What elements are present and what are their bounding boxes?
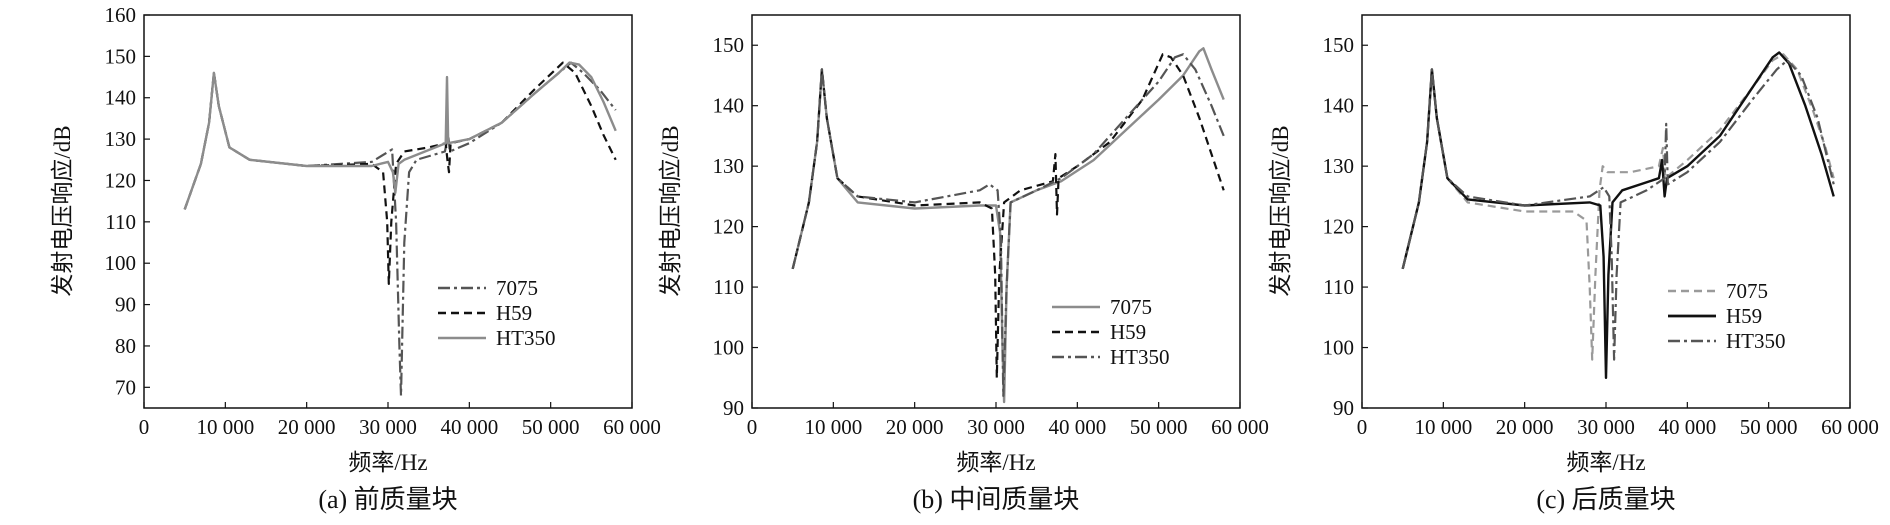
- panel-caption: (a) 前质量块: [318, 485, 457, 514]
- legend-label-ht350: HT350: [1110, 345, 1170, 369]
- y-tick-label: 90: [723, 396, 744, 420]
- legend-label-7075: 7075: [496, 276, 538, 300]
- x-tick-label: 40 000: [1658, 415, 1716, 439]
- x-tick-label: 50 000: [1740, 415, 1798, 439]
- y-tick-label: 130: [105, 127, 137, 151]
- series-line-ht350: [1401, 59, 1835, 361]
- y-tick-label: 90: [115, 293, 136, 317]
- series-line-h59: [183, 61, 617, 285]
- x-tick-label: 30 000: [967, 415, 1025, 439]
- y-tick-label: 100: [105, 251, 137, 275]
- series-line-ht350: [183, 61, 617, 210]
- y-tick-label: 140: [1323, 94, 1355, 118]
- x-tick-label: 60 000: [1211, 415, 1269, 439]
- ticks-b: 0 10 000 20 000 30 000 40 000 50 000 60 000 90 1…: [713, 33, 1269, 439]
- panel-a: 0 10 000 20 000 30 000 40 000 50 000 60 000 70 8…: [50, 3, 661, 514]
- legend-label-ht350: HT350: [1726, 329, 1786, 353]
- legend-label-7075: 7075: [1726, 279, 1768, 303]
- x-tick-label: 30 000: [359, 415, 417, 439]
- y-tick-label: 140: [713, 94, 745, 118]
- y-tick-label: 100: [713, 336, 745, 360]
- y-tick-label: 70: [115, 375, 136, 399]
- y-axis-label: 发射电压响应/dB: [50, 125, 75, 296]
- y-tick-label: 160: [105, 3, 137, 27]
- y-tick-label: 150: [1323, 33, 1355, 57]
- legend: 7075 H59 HT350: [438, 276, 556, 350]
- ticks-c: 0 10 000 20 000 30 000 40 000 50 000 60 000 90 1…: [1323, 33, 1879, 439]
- x-tick-label: 0: [747, 415, 758, 439]
- panel-caption: (c) 后质量块: [1536, 485, 1675, 514]
- y-tick-label: 120: [105, 168, 137, 192]
- lines-c: [1401, 51, 1835, 379]
- x-tick-label: 20 000: [278, 415, 336, 439]
- x-tick-label: 40 000: [440, 415, 498, 439]
- x-tick-label: 20 000: [1496, 415, 1554, 439]
- legend-label-h59: H59: [1110, 320, 1146, 344]
- legend-label-ht350: HT350: [496, 326, 556, 350]
- x-tick-label: 50 000: [1130, 415, 1188, 439]
- panel-c: 0 10 000 20 000 30 000 40 000 50 000 60 000 90 1…: [1268, 14, 1879, 514]
- x-tick-label: 0: [1357, 415, 1368, 439]
- ticks-a: 0 10 000 20 000 30 000 40 000 50 000 60 000 70 8…: [105, 3, 661, 439]
- y-axis-label: 发射电压响应/dB: [658, 125, 683, 296]
- legend: 7075 H59 HT350: [1052, 295, 1170, 369]
- panel-caption: (b) 中间质量块: [913, 485, 1080, 514]
- series-line-ht350: [791, 53, 1225, 397]
- x-axis-label: 频率/Hz: [348, 450, 427, 475]
- x-tick-label: 10 000: [804, 415, 862, 439]
- y-tick-label: 110: [1323, 275, 1354, 299]
- legend-label-7075: 7075: [1110, 295, 1152, 319]
- series-line-h59: [791, 53, 1225, 379]
- y-tick-label: 150: [105, 44, 137, 68]
- series-line-7075: [1401, 53, 1835, 361]
- y-tick-label: 120: [1323, 215, 1355, 239]
- x-axis-label: 频率/Hz: [956, 450, 1035, 475]
- legend-label-h59: H59: [496, 301, 532, 325]
- x-tick-label: 60 000: [1821, 415, 1879, 439]
- y-tick-label: 150: [713, 33, 745, 57]
- y-tick-label: 130: [1323, 154, 1355, 178]
- legend-label-h59: H59: [1726, 304, 1762, 328]
- x-tick-label: 20 000: [886, 415, 944, 439]
- y-axis-label: 发射电压响应/dB: [1268, 125, 1293, 296]
- y-tick-label: 110: [713, 275, 744, 299]
- x-tick-label: 0: [139, 415, 150, 439]
- y-tick-label: 110: [105, 210, 136, 234]
- panel-b: 0 10 000 20 000 30 000 40 000 50 000 60 000 90 1…: [658, 14, 1269, 514]
- lines-b: [791, 47, 1225, 404]
- y-tick-label: 130: [713, 154, 745, 178]
- x-tick-label: 40 000: [1048, 415, 1106, 439]
- x-tick-label: 10 000: [196, 415, 254, 439]
- x-axis-label: 频率/Hz: [1566, 450, 1645, 475]
- y-tick-label: 100: [1323, 336, 1355, 360]
- x-tick-label: 60 000: [603, 415, 661, 439]
- y-tick-label: 140: [105, 86, 137, 110]
- legend: 7075 H59 HT350: [1668, 279, 1786, 353]
- x-tick-label: 50 000: [522, 415, 580, 439]
- x-tick-label: 30 000: [1577, 415, 1635, 439]
- lines-a: [183, 61, 617, 397]
- y-tick-label: 90: [1333, 396, 1354, 420]
- y-tick-label: 80: [115, 334, 136, 358]
- y-tick-label: 120: [713, 215, 745, 239]
- x-tick-label: 10 000: [1414, 415, 1472, 439]
